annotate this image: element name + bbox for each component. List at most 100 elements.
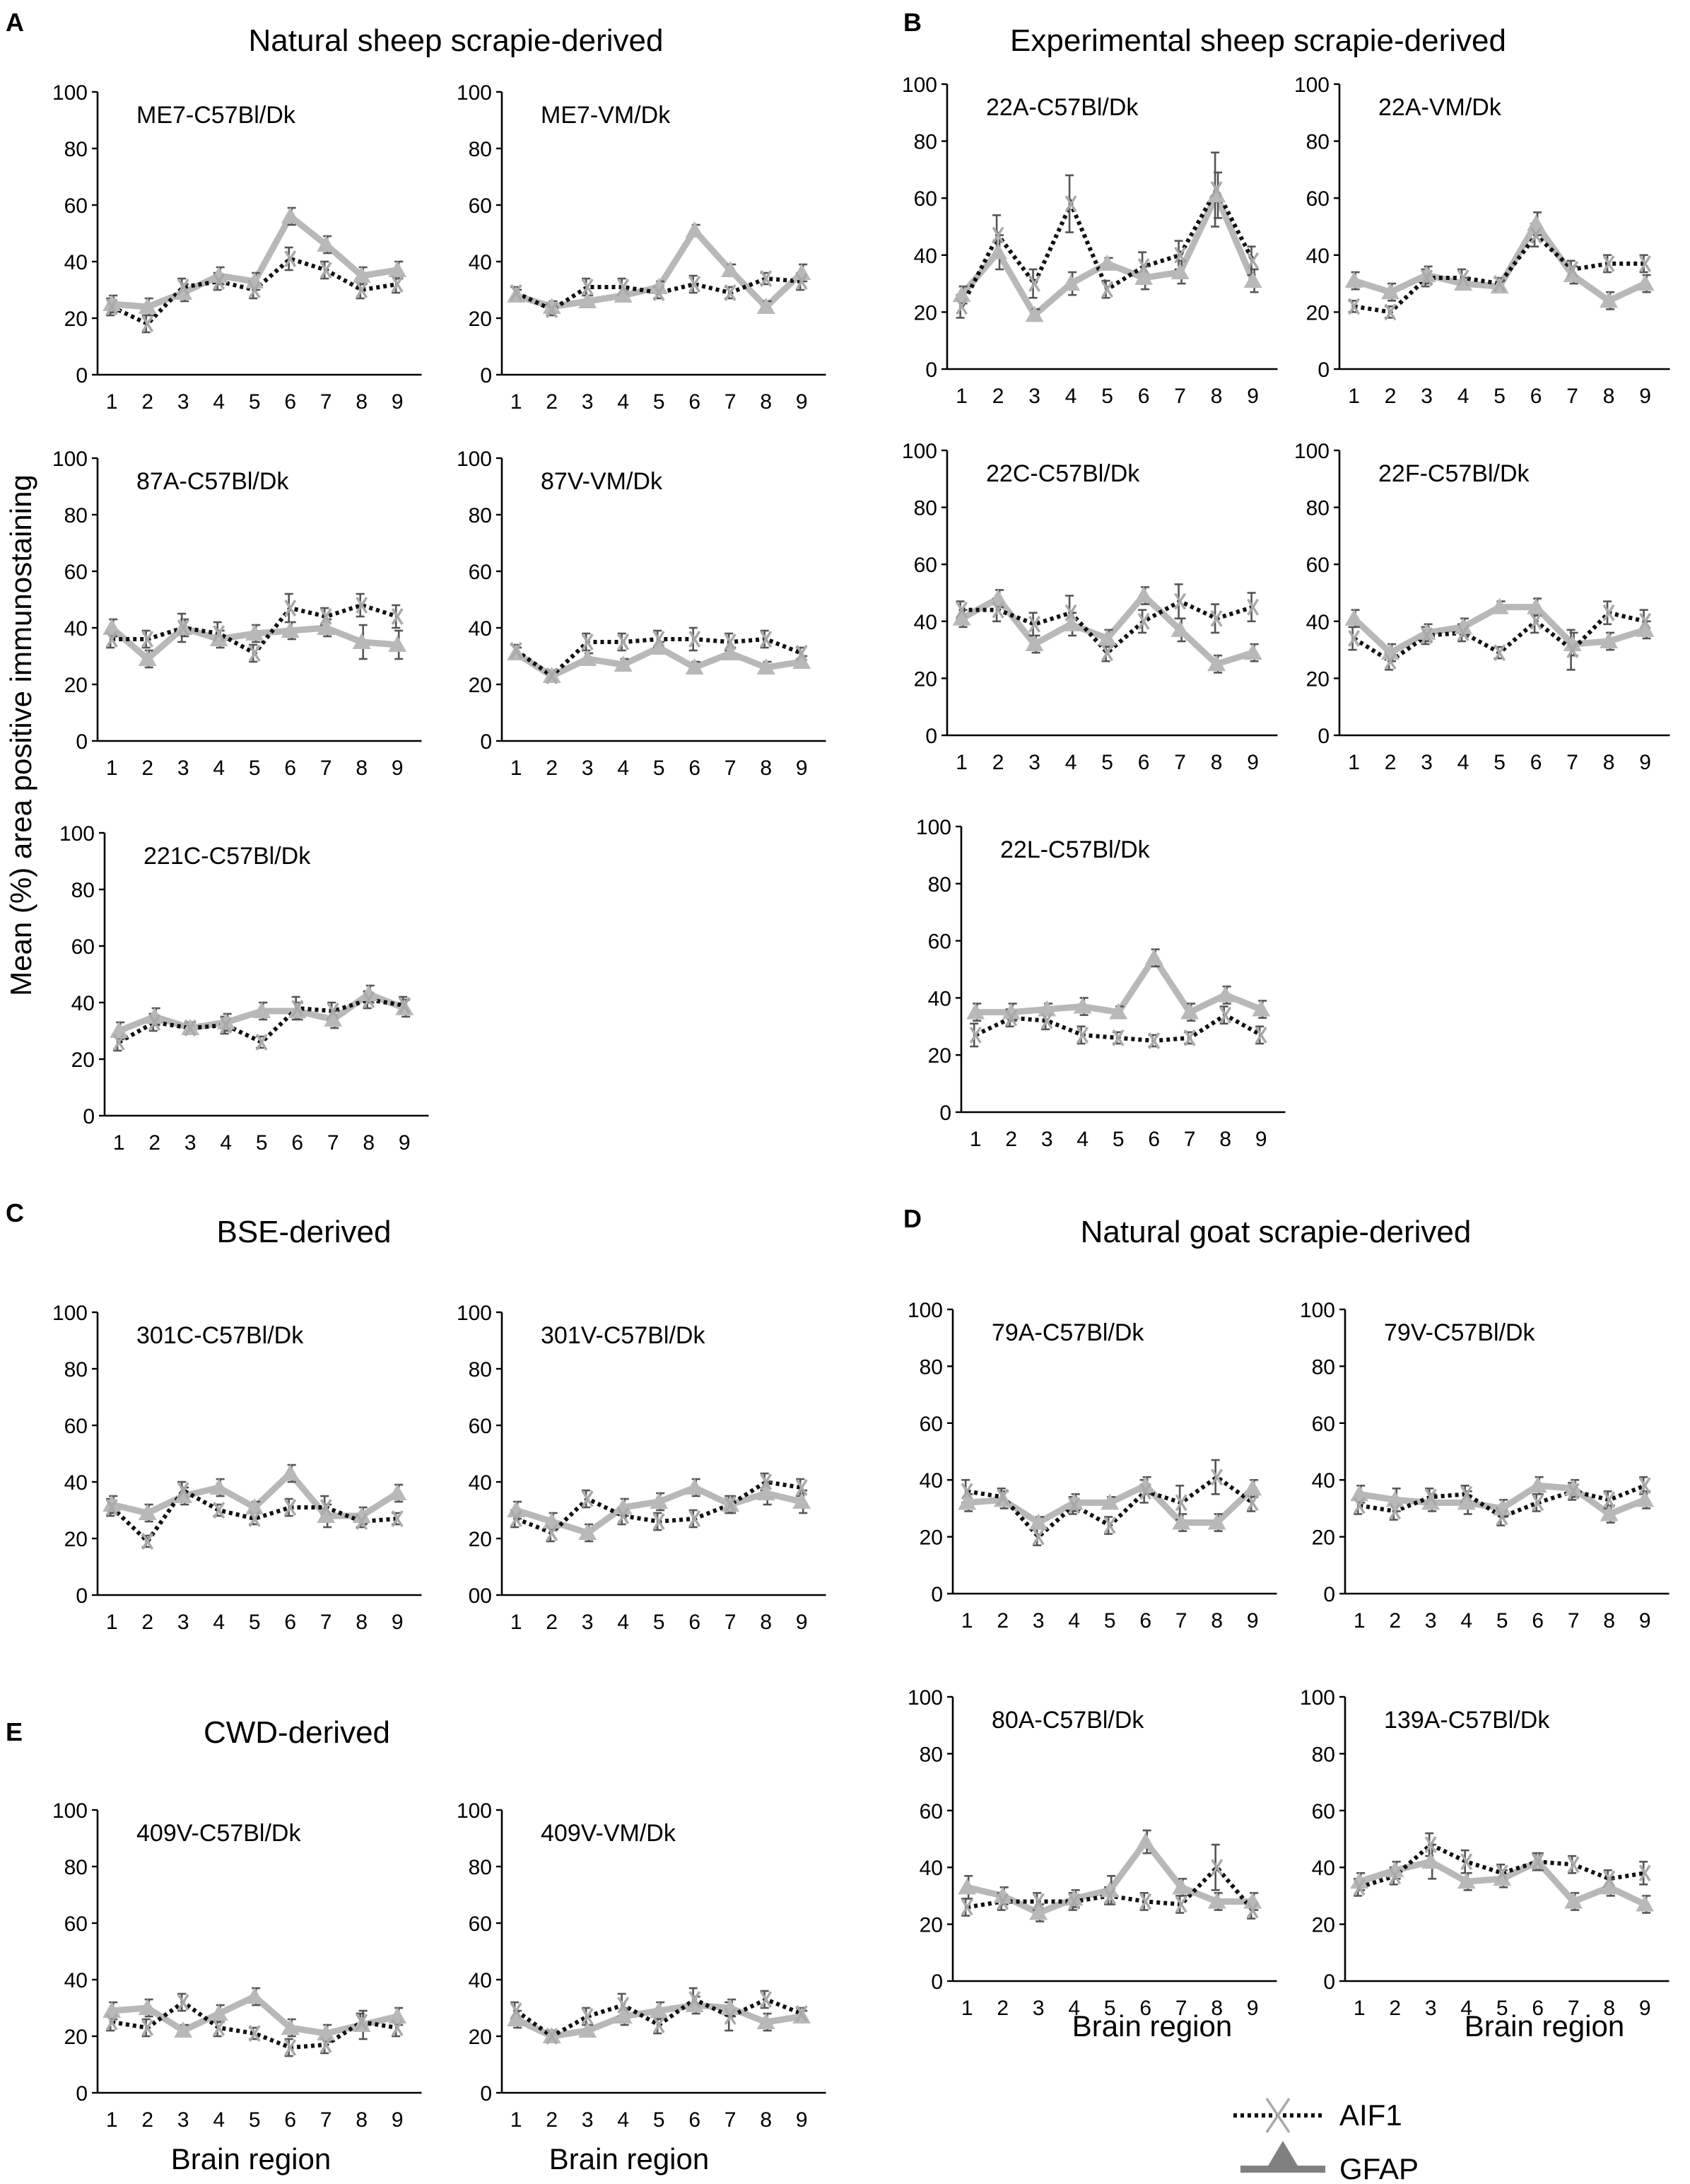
x-axis-label-d-left: Brain region <box>1072 2009 1232 2043</box>
aif1-point <box>1567 1483 1580 1500</box>
aif1-point <box>956 298 968 315</box>
aif1-point <box>581 633 594 650</box>
gfap-point <box>138 1504 157 1520</box>
y-tick-label: 100 <box>916 816 951 839</box>
x-tick-label: 3 <box>1421 751 1433 774</box>
x-tick-label: 3 <box>1425 1609 1437 1633</box>
aif1-point <box>688 1510 701 1527</box>
aif1-point <box>1032 1528 1045 1546</box>
gfap-point <box>102 619 122 635</box>
gfap-point <box>324 1010 343 1027</box>
aif1-point <box>1068 1893 1081 1910</box>
x-tick-label: 5 <box>653 2108 665 2132</box>
gfap-point <box>650 1493 669 1509</box>
aif1-point <box>969 1026 982 1044</box>
x-tick-label: 5 <box>653 757 665 780</box>
aif1-point <box>319 1499 332 1516</box>
x-tick-label: 3 <box>1421 385 1433 408</box>
gfap-point <box>1421 1852 1440 1869</box>
aif1-point <box>1174 246 1187 264</box>
aif1-point <box>1139 1893 1152 1910</box>
x-tick-label: 5 <box>1101 385 1113 408</box>
x-tick-label: 6 <box>1139 1609 1151 1633</box>
x-tick-label: 3 <box>177 1611 189 1634</box>
y-tick-label: 20 <box>1306 667 1330 691</box>
x-tick-label: 8 <box>363 1131 375 1155</box>
x-tick-label: 9 <box>796 1611 808 1634</box>
x-tick-label: 9 <box>796 2108 808 2132</box>
x-tick-label: 3 <box>184 1131 196 1155</box>
y-tick-label: 40 <box>1312 1469 1335 1493</box>
gfap-point <box>578 2021 597 2038</box>
section-letter-b: B <box>903 8 922 37</box>
x-tick-label: 6 <box>1138 385 1150 408</box>
aif1-point <box>1532 1853 1544 1871</box>
gfap-point <box>650 2002 669 2018</box>
gfap-point <box>245 624 264 641</box>
aif1-point <box>391 608 404 625</box>
y-tick-label: 40 <box>914 245 937 268</box>
gfap-point <box>281 1464 300 1481</box>
aif1-point <box>255 1034 268 1051</box>
aif1-point <box>1566 261 1579 278</box>
panel-79a-c57bl-dk: 0 20 40 60 80 100 1 2 3 4 5 6 7 8 9 79A-C57Bl/Dk <box>908 1299 1277 1633</box>
gfap-point <box>1563 266 1582 283</box>
x-tick-label: 7 <box>1566 385 1578 408</box>
y-tick-label: 0 <box>931 1583 943 1606</box>
y-tick-label: 0 <box>76 2082 88 2106</box>
panel-title: 301C-C57Bl/Dk <box>136 1322 304 1349</box>
x-tick-label: 8 <box>1211 1609 1223 1633</box>
y-tick-label: 0 <box>76 730 88 754</box>
x-tick-label: 5 <box>1494 385 1506 408</box>
x-tick-label: 3 <box>1041 1128 1053 1151</box>
aif1-point <box>760 1991 773 2008</box>
panel-title: 22C-C57Bl/Dk <box>986 460 1140 487</box>
panel-409v-c57bl-dk: 0 20 40 60 80 100 1 2 3 4 5 6 7 8 9 409V-C57Bl/Dk <box>52 1799 422 2132</box>
x-tick-label: 2 <box>141 1611 153 1634</box>
y-tick-label: 80 <box>1312 1743 1335 1766</box>
y-tick-label: 20 <box>914 667 937 691</box>
x-tick-label: 7 <box>724 390 737 414</box>
aif1-point <box>1103 1517 1116 1534</box>
y-tick-label: 40 <box>1312 1857 1335 1880</box>
aif1-point <box>391 276 404 293</box>
panel-22a-vm-dk: 0 20 40 60 80 100 1 2 3 4 5 6 7 8 9 22A-VM/Dk <box>1294 74 1670 408</box>
y-tick-label: 100 <box>457 1799 492 1823</box>
section-title-a: Natural sheep scrapie-derived <box>249 23 664 58</box>
gfap-point <box>245 1987 264 2004</box>
y-tick-label: 40 <box>64 1471 88 1495</box>
x-tick-label: 9 <box>1255 1128 1267 1151</box>
legend: AIF1 GFAP <box>1233 2098 1419 2184</box>
aif1-point <box>1460 1853 1473 1871</box>
aif1-point <box>1175 1494 1187 1512</box>
section-letter-e: E <box>6 1717 23 1746</box>
x-tick-label: 1 <box>956 751 968 774</box>
gfap-point <box>1457 1872 1476 1889</box>
gfap-point <box>245 1498 264 1514</box>
gfap-point <box>138 298 157 314</box>
gfap-point <box>102 1495 122 1512</box>
x-tick-label: 6 <box>688 2108 700 2132</box>
y-tick-label: 100 <box>457 1302 492 1325</box>
x-tick-label: 2 <box>141 2108 153 2132</box>
x-tick-label: 9 <box>392 757 404 780</box>
section-letter-d: D <box>903 1204 922 1233</box>
x-tick-label: 2 <box>546 2108 558 2132</box>
x-tick-label: 9 <box>1247 1609 1259 1633</box>
gfap-series-line <box>111 213 398 310</box>
aif1-point <box>1247 252 1260 269</box>
gfap-point <box>1170 262 1190 279</box>
x-tick-label: 6 <box>1148 1128 1160 1151</box>
gfap-point <box>102 2002 122 2018</box>
aif1-point <box>997 1488 1009 1506</box>
x-tick-label: 9 <box>392 390 404 414</box>
gfap-point <box>993 1886 1012 1903</box>
x-tick-label: 6 <box>284 757 296 780</box>
aif1-point <box>1210 181 1223 199</box>
aif1-point <box>356 2014 368 2031</box>
x-tick-label: 7 <box>1174 751 1186 774</box>
aif1-point <box>1137 257 1150 275</box>
aif1-point <box>1603 1491 1616 1509</box>
x-tick-label: 1 <box>961 1997 973 2020</box>
aif1-point <box>1174 592 1187 610</box>
